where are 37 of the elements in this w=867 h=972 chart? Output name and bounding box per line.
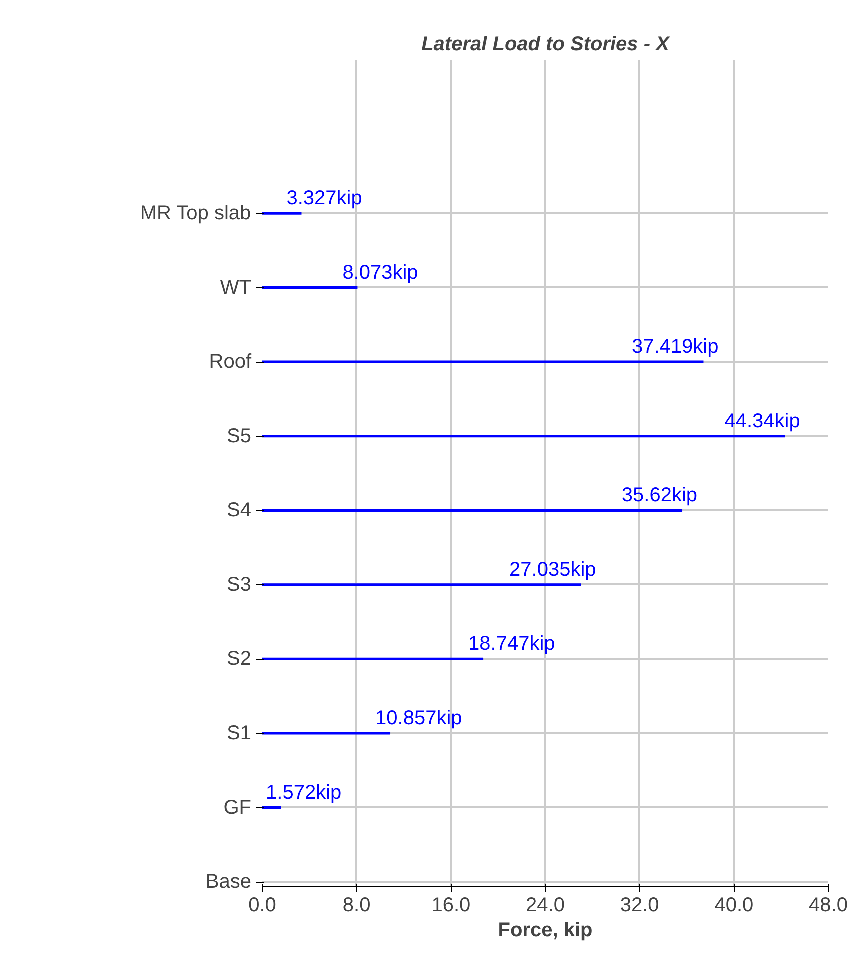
data-label: 18.747kip <box>468 633 556 656</box>
bar <box>262 435 786 438</box>
y-tick-label: S2 <box>227 648 252 670</box>
y-tick-label: GF <box>224 796 252 819</box>
data-label: 3.327kip <box>286 188 362 210</box>
y-tick-label: WT <box>220 276 252 299</box>
y-tick-label: S1 <box>227 722 252 744</box>
x-tick-label: 8.0 <box>342 894 371 916</box>
x-tick-label: 40.0 <box>714 894 754 916</box>
bar <box>262 732 391 735</box>
bar <box>262 360 704 364</box>
data-label: 1.572kip <box>266 782 342 804</box>
y-tick-label: Base <box>206 871 252 894</box>
bar <box>262 658 484 660</box>
data-label: 37.419kip <box>632 336 719 358</box>
chart-title: Lateral Load to Stories - X <box>422 34 672 56</box>
data-label: 35.62kip <box>622 484 698 507</box>
y-tick-label: S3 <box>227 574 252 596</box>
x-tick-label: 16.0 <box>432 894 471 916</box>
x-tick-label: 0.0 <box>248 894 276 916</box>
bar <box>262 806 282 810</box>
y-tick-label: Roof <box>209 351 252 374</box>
bar <box>262 212 302 215</box>
bar <box>262 509 683 512</box>
bar <box>262 584 582 586</box>
data-label: 8.073kip <box>342 262 418 284</box>
y-tick-label: MR Top slab <box>140 202 252 225</box>
y-tick-label: S4 <box>227 500 252 522</box>
x-axis-title: Force, kip <box>498 920 593 942</box>
data-label: 10.857kip <box>376 707 462 730</box>
data-label: 44.34kip <box>724 410 800 432</box>
x-tick-label: 32.0 <box>620 894 660 916</box>
data-label: 27.035kip <box>510 558 596 581</box>
bar <box>262 286 358 290</box>
x-tick-label: 48.0 <box>809 894 848 916</box>
x-tick-label: 24.0 <box>526 894 565 916</box>
y-tick-label: S5 <box>227 425 252 448</box>
